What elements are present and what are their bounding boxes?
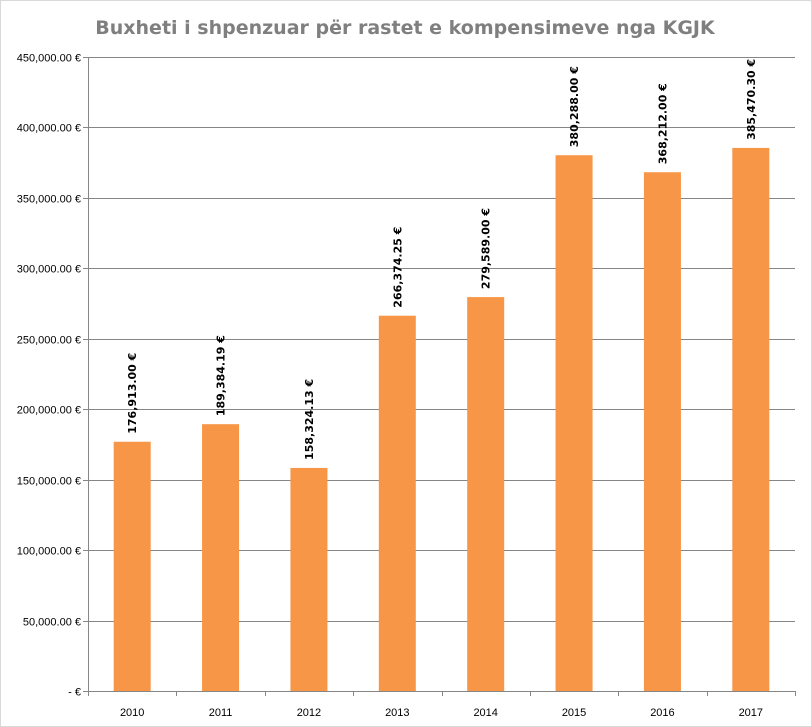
y-tick-label: 100,000.00 €	[17, 546, 81, 558]
data-label-2015: 380,288.00 €	[568, 66, 581, 147]
y-axis-ticks: - € 50,000.00 € 100,000.00 € 150,000.00 € 20…	[17, 53, 81, 699]
data-labels: 176,913.00 € 189,384.19 € 158,324.13 € 266,…	[126, 59, 758, 460]
y-tick-label: 50,000.00 €	[23, 617, 81, 629]
data-label-2017: 385,470.30 €	[745, 59, 758, 140]
x-tick-label: 2015	[562, 707, 586, 719]
y-tick-label: 150,000.00 €	[17, 476, 81, 488]
x-tick-label: 2014	[473, 707, 497, 719]
x-axis-ticks: 2010 2011 2012 2013 2014 2015 2016 2017	[120, 707, 763, 719]
y-tick-label: 200,000.00 €	[17, 405, 81, 417]
data-label-2012: 158,324.13 €	[303, 379, 316, 460]
chart-title: Buxheti i shpenzuar për rastet e kompens…	[95, 17, 716, 39]
data-label-2011: 189,384.19 €	[215, 335, 228, 416]
bar-2013	[378, 315, 416, 691]
x-tick-label: 2016	[650, 707, 674, 719]
y-tick-label: - €	[68, 687, 81, 699]
y-tick-label: 350,000.00 €	[17, 194, 81, 206]
data-label-2013: 266,374.25 €	[391, 227, 404, 308]
bar-2015	[555, 155, 593, 692]
bar-2010	[113, 441, 151, 691]
x-tick-label: 2013	[385, 707, 409, 719]
bar-2016	[643, 172, 681, 691]
bar-2011	[202, 424, 240, 691]
bar-2014	[467, 297, 505, 691]
data-label-2016: 368,212.00 €	[656, 83, 669, 164]
x-tick-label: 2012	[297, 707, 321, 719]
data-label-2014: 279,589.00 €	[480, 208, 493, 289]
bars	[113, 147, 770, 692]
data-label-2010: 176,913.00 €	[126, 353, 139, 434]
y-tick-label: 250,000.00 €	[17, 335, 81, 347]
bar-2017	[732, 147, 770, 692]
y-tick-label: 450,000.00 €	[17, 53, 81, 65]
x-tick-label: 2010	[120, 707, 144, 719]
x-tick-label: 2011	[209, 707, 233, 719]
y-tick-label: 400,000.00 €	[17, 123, 81, 135]
bar-2012	[290, 467, 328, 691]
x-tick-label: 2017	[739, 707, 763, 719]
y-tick-label: 300,000.00 €	[17, 264, 81, 276]
